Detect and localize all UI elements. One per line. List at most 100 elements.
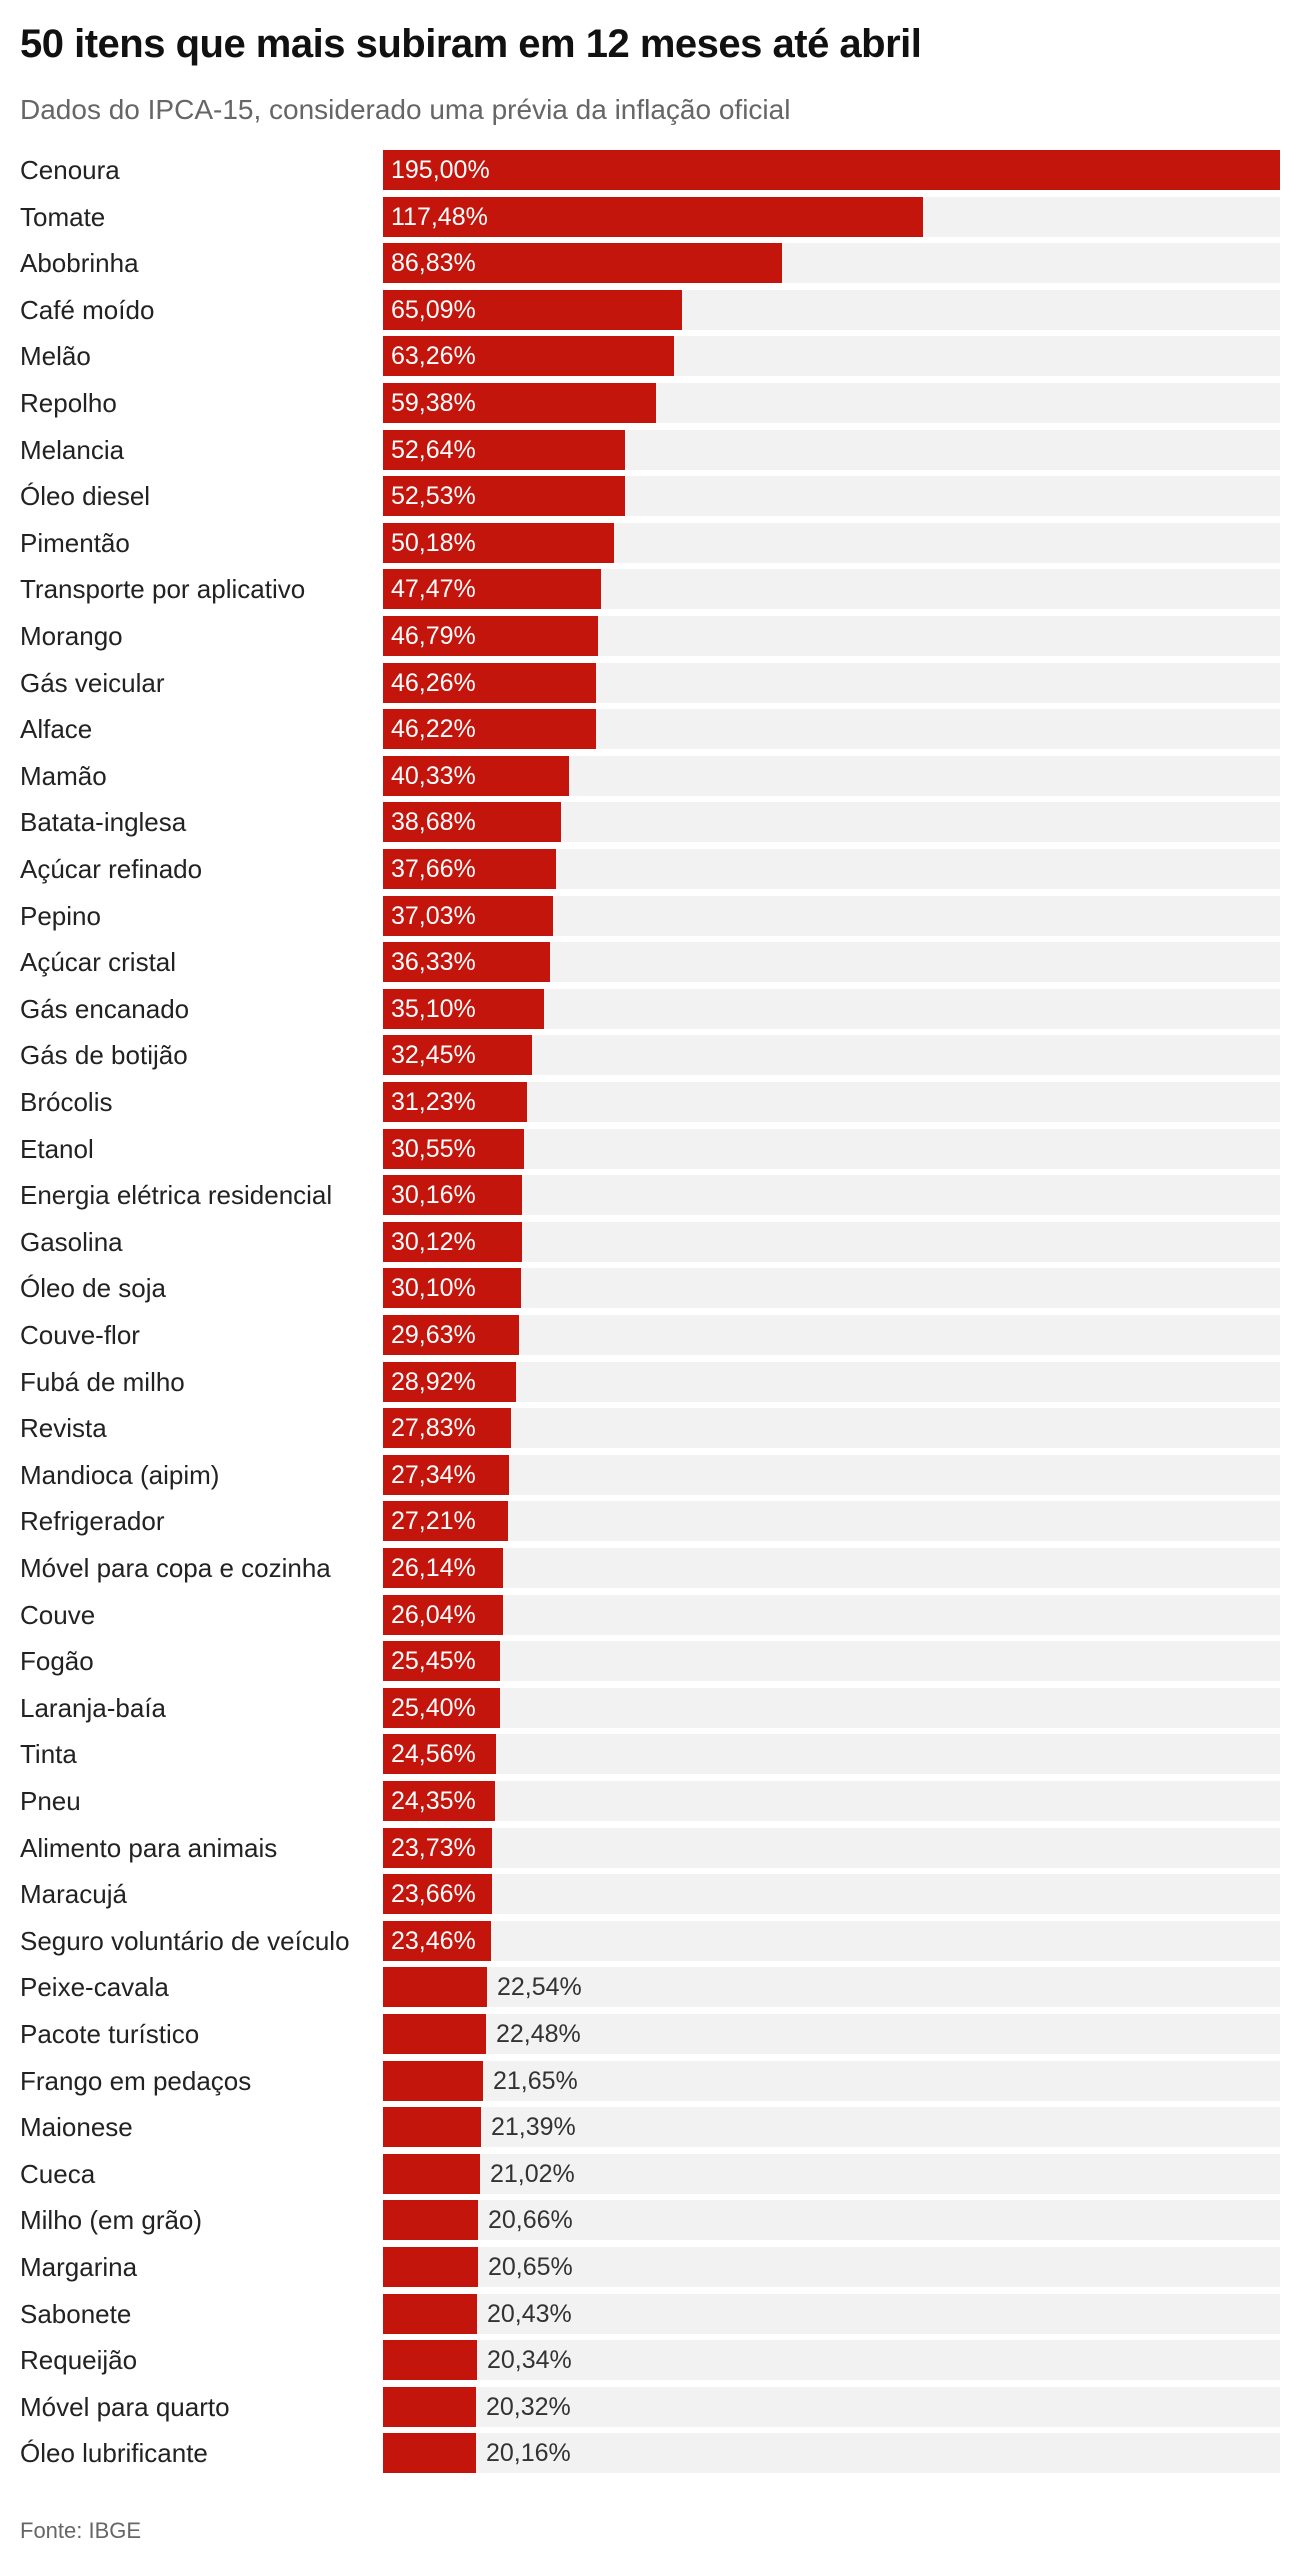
value-label: 24,56% — [391, 1740, 476, 1769]
bar-track: 21,02% — [383, 2153, 1280, 2194]
category-label: Mandioca (aipim) — [20, 1459, 220, 1490]
category-label: Pimentão — [20, 527, 130, 558]
bar-track: 20,16% — [383, 2433, 1280, 2474]
value-label: 25,45% — [391, 1647, 476, 1676]
value-label: 47,47% — [391, 575, 476, 604]
bar — [383, 150, 1280, 190]
bar-row: Óleo lubrificante 20,16% — [0, 2433, 1298, 2474]
value-label: 40,33% — [391, 761, 476, 790]
bar — [383, 1594, 503, 1635]
bar-track: 25,40% — [383, 1687, 1280, 1728]
value-label: 30,10% — [391, 1274, 476, 1303]
bar-row: Alface 46,22% — [0, 709, 1298, 750]
category-label: Café moído — [20, 294, 155, 325]
bar-row: Maracujá 23,66% — [0, 1874, 1298, 1915]
value-label: 37,03% — [391, 901, 476, 930]
category-label: Pacote turístico — [20, 2019, 200, 2049]
category-label: Etanol — [20, 1133, 94, 1164]
category-label: Cueca — [20, 2158, 96, 2189]
bar-track: 32,45% — [383, 1035, 1280, 1076]
bar — [383, 429, 625, 470]
value-label: 86,83% — [391, 249, 476, 278]
value-label: 63,26% — [391, 342, 476, 371]
bar — [383, 2060, 483, 2101]
bar-row: Fogão 25,45% — [0, 1641, 1298, 1682]
value-label: 117,48% — [391, 202, 488, 231]
bar-row: Margarina 20,65% — [0, 2247, 1298, 2287]
bar-track: 46,79% — [383, 616, 1280, 656]
bar — [383, 1128, 524, 1169]
bar-row: Batata-inglesa 38,68% — [0, 802, 1298, 843]
category-label: Gás veicular — [20, 667, 165, 698]
bar-row: Óleo diesel 52,53% — [0, 476, 1298, 517]
category-label: Laranja-baía — [20, 1692, 166, 1723]
category-label: Energia elétrica residencial — [20, 1180, 333, 1211]
bar — [383, 1827, 492, 1868]
value-label: 52,53% — [391, 482, 476, 511]
bar-row: Refrigerador 27,21% — [0, 1501, 1298, 1542]
value-label: 20,65% — [488, 2253, 573, 2281]
category-label: Revista — [20, 1413, 107, 1444]
bar — [383, 2247, 478, 2287]
bar-track: 24,35% — [383, 1781, 1280, 1821]
bar-track: 20,32% — [383, 2386, 1280, 2427]
bar-row: Requeijão 20,34% — [0, 2340, 1298, 2381]
bar-track: 47,47% — [383, 569, 1280, 610]
bar-row: Peixe-cavala 22,54% — [0, 1967, 1298, 2008]
bar — [383, 1175, 522, 1216]
value-label: 50,18% — [391, 528, 476, 557]
bar-track: 23,66% — [383, 1874, 1280, 1915]
bar-track: 46,26% — [383, 662, 1280, 703]
value-label: 20,43% — [487, 2299, 572, 2328]
bar-row: Melão 63,26% — [0, 336, 1298, 377]
category-label: Melão — [20, 341, 91, 372]
bar — [383, 1734, 496, 1775]
category-label: Margarina — [20, 2252, 138, 2282]
value-label: 65,09% — [391, 295, 476, 324]
bar-row: Laranja-baía 25,40% — [0, 1687, 1298, 1728]
value-label: 37,66% — [391, 855, 476, 883]
bar-track: 25,45% — [383, 1641, 1280, 1682]
bar-track: 20,65% — [383, 2247, 1280, 2287]
bar-row: Pacote turístico 22,48% — [0, 2014, 1298, 2054]
bar-track: 30,16% — [383, 1175, 1280, 1216]
category-label: Maionese — [20, 2112, 133, 2143]
value-label: 23,66% — [391, 1880, 476, 1909]
bar — [383, 942, 550, 983]
category-label: Móvel para quarto — [20, 2391, 230, 2422]
value-label: 46,26% — [391, 668, 476, 697]
value-label: 20,66% — [488, 2206, 573, 2235]
bar-track: 46,22% — [383, 709, 1280, 750]
category-label: Seguro voluntário de veículo — [20, 1925, 350, 1956]
value-label: 26,14% — [391, 1554, 476, 1582]
bar-track: 38,68% — [383, 802, 1280, 843]
category-label: Pepino — [20, 900, 101, 931]
bar-track: 21,65% — [383, 2060, 1280, 2101]
bar-row: Milho (em grão) 20,66% — [0, 2200, 1298, 2241]
bar-track: 29,63% — [383, 1315, 1280, 1355]
bar — [383, 1920, 491, 1961]
category-label: Mamão — [20, 760, 107, 791]
bar-row: Móvel para copa e cozinha 26,14% — [0, 1548, 1298, 1588]
bar — [383, 2293, 477, 2334]
bar-row: Melancia 52,64% — [0, 429, 1298, 470]
value-label: 36,33% — [391, 948, 476, 977]
bar-row: Etanol 30,55% — [0, 1128, 1298, 1169]
bar-row: Cueca 21,02% — [0, 2153, 1298, 2194]
value-label: 46,79% — [391, 622, 476, 650]
bar-track: 52,64% — [383, 429, 1280, 470]
bar-track: 22,54% — [383, 1967, 1280, 2008]
bar — [383, 709, 596, 750]
value-label: 38,68% — [391, 808, 476, 837]
bar-track: 117,48% — [383, 196, 1280, 237]
bar-track: 20,66% — [383, 2200, 1280, 2241]
bar-row: Pepino 37,03% — [0, 895, 1298, 936]
category-label: Açúcar cristal — [20, 947, 177, 978]
category-label: Morango — [20, 621, 123, 651]
value-label: 24,35% — [391, 1787, 476, 1815]
value-label: 28,92% — [391, 1367, 476, 1396]
bar — [383, 895, 553, 936]
category-label: Fubá de milho — [20, 1366, 185, 1397]
bar-track: 20,43% — [383, 2293, 1280, 2334]
bar-row: Repolho 59,38% — [0, 383, 1298, 423]
